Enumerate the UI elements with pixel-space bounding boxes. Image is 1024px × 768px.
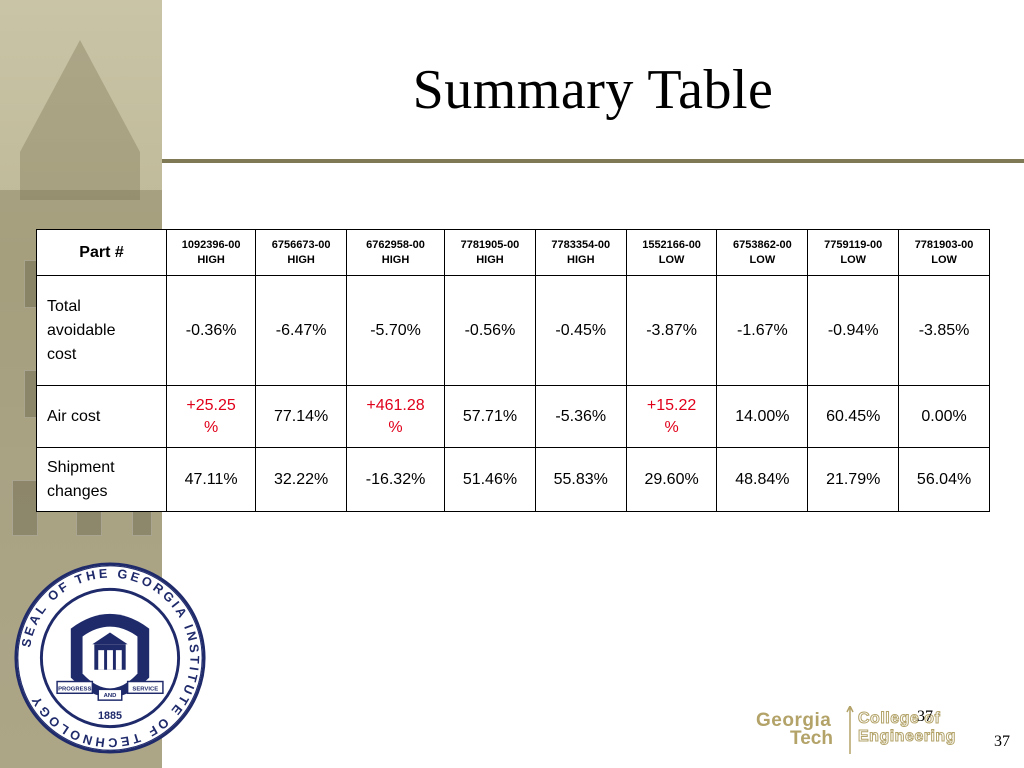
table-cell: 51.46% [444,447,536,512]
georgia-tech-college-of-engineering-logo: Georgia Tech College of Engineering [756,706,978,754]
table-cell: -0.56% [444,275,536,386]
table-cell: 14.00% [716,385,809,448]
table-cell: -0.45% [534,275,627,386]
table-cell: 21.79% [807,447,900,512]
column-header: 6753862-00 LOW [716,229,809,276]
tower-roof-shape [20,40,140,200]
title-divider [162,159,1024,163]
table-cell: 48.84% [716,447,809,512]
column-header: 7781905-00 HIGH [444,229,536,276]
logo-slide-number: 37 [917,708,933,725]
window-shape [12,480,38,536]
column-header: 6762958-00 HIGH [346,229,446,276]
table-cell-highlight: +15.22% [625,385,718,448]
slide-number: 37 [994,733,1010,750]
table-cell: -1.67% [716,275,809,386]
table-header-row: Part # 1092396-00 HIGH 6756673-00 HIGH 676… [36,229,990,276]
seal-ribbon-left: PROGRESS [58,686,91,692]
seal-year: 1885 [98,710,122,722]
table-cell: -0.36% [165,275,257,386]
part-number-header: Part # [36,229,167,276]
table-cell: 29.60% [625,447,718,512]
georgia-tech-seal: SEAL OF THE GEORGIA INSTITUTE OF TECHNOL… [14,562,206,754]
table-row: Shipment changes 47.11% 32.22% -16.32% 51… [36,447,990,512]
logo-engineering-text: Engineering [858,728,956,746]
table-cell: 55.83% [534,447,627,512]
table-cell: -3.87% [625,275,718,386]
table-cell: -0.94% [807,275,900,386]
row-label-air-cost: Air cost [36,385,167,448]
column-header: 1552166-00 LOW [625,229,718,276]
summary-table: Part # 1092396-00 HIGH 6756673-00 HIGH 676… [36,229,990,512]
table-cell: -16.32% [346,447,446,512]
column-header: 6756673-00 HIGH [255,229,348,276]
table-row: Air cost +25.25% 77.14% +461.28% 57.71% … [36,385,990,448]
table-cell: 77.14% [255,385,348,448]
table-cell: -3.85% [898,275,990,386]
table-cell: 0.00% [898,385,990,448]
table-cell: -5.36% [534,385,627,448]
seal-ribbon-mid: AND [104,693,117,699]
logo-georgia-text: Georgia [756,710,832,731]
table-cell: 60.45% [807,385,900,448]
table-cell: 56.04% [898,447,990,512]
table-cell: 57.71% [444,385,536,448]
column-header: 7783354-00 HIGH [534,229,627,276]
row-label-shipment-changes: Shipment changes [36,447,167,512]
table-cell: 47.11% [165,447,257,512]
logo-tech-text: Tech [790,728,833,749]
logo-divider-icon [846,706,854,754]
table-cell: -5.70% [346,275,446,386]
slide-title: Summary Table [412,59,774,121]
table-cell: -6.47% [255,275,348,386]
table-cell-highlight: +461.28% [346,385,446,448]
table-row: Total avoidable cost -0.36% -6.47% -5.70% … [36,275,990,386]
column-header: 7759119-00 LOW [807,229,900,276]
column-header: 1092396-00 HIGH [165,229,257,276]
table-cell-highlight: +25.25% [165,385,257,448]
table-cell: 32.22% [255,447,348,512]
row-label-total-avoidable-cost: Total avoidable cost [36,275,167,386]
seal-ribbon-right: SERVICE [132,686,158,692]
logo-college-text: College of [857,710,941,728]
column-header: 7781903-00 LOW [898,229,990,276]
